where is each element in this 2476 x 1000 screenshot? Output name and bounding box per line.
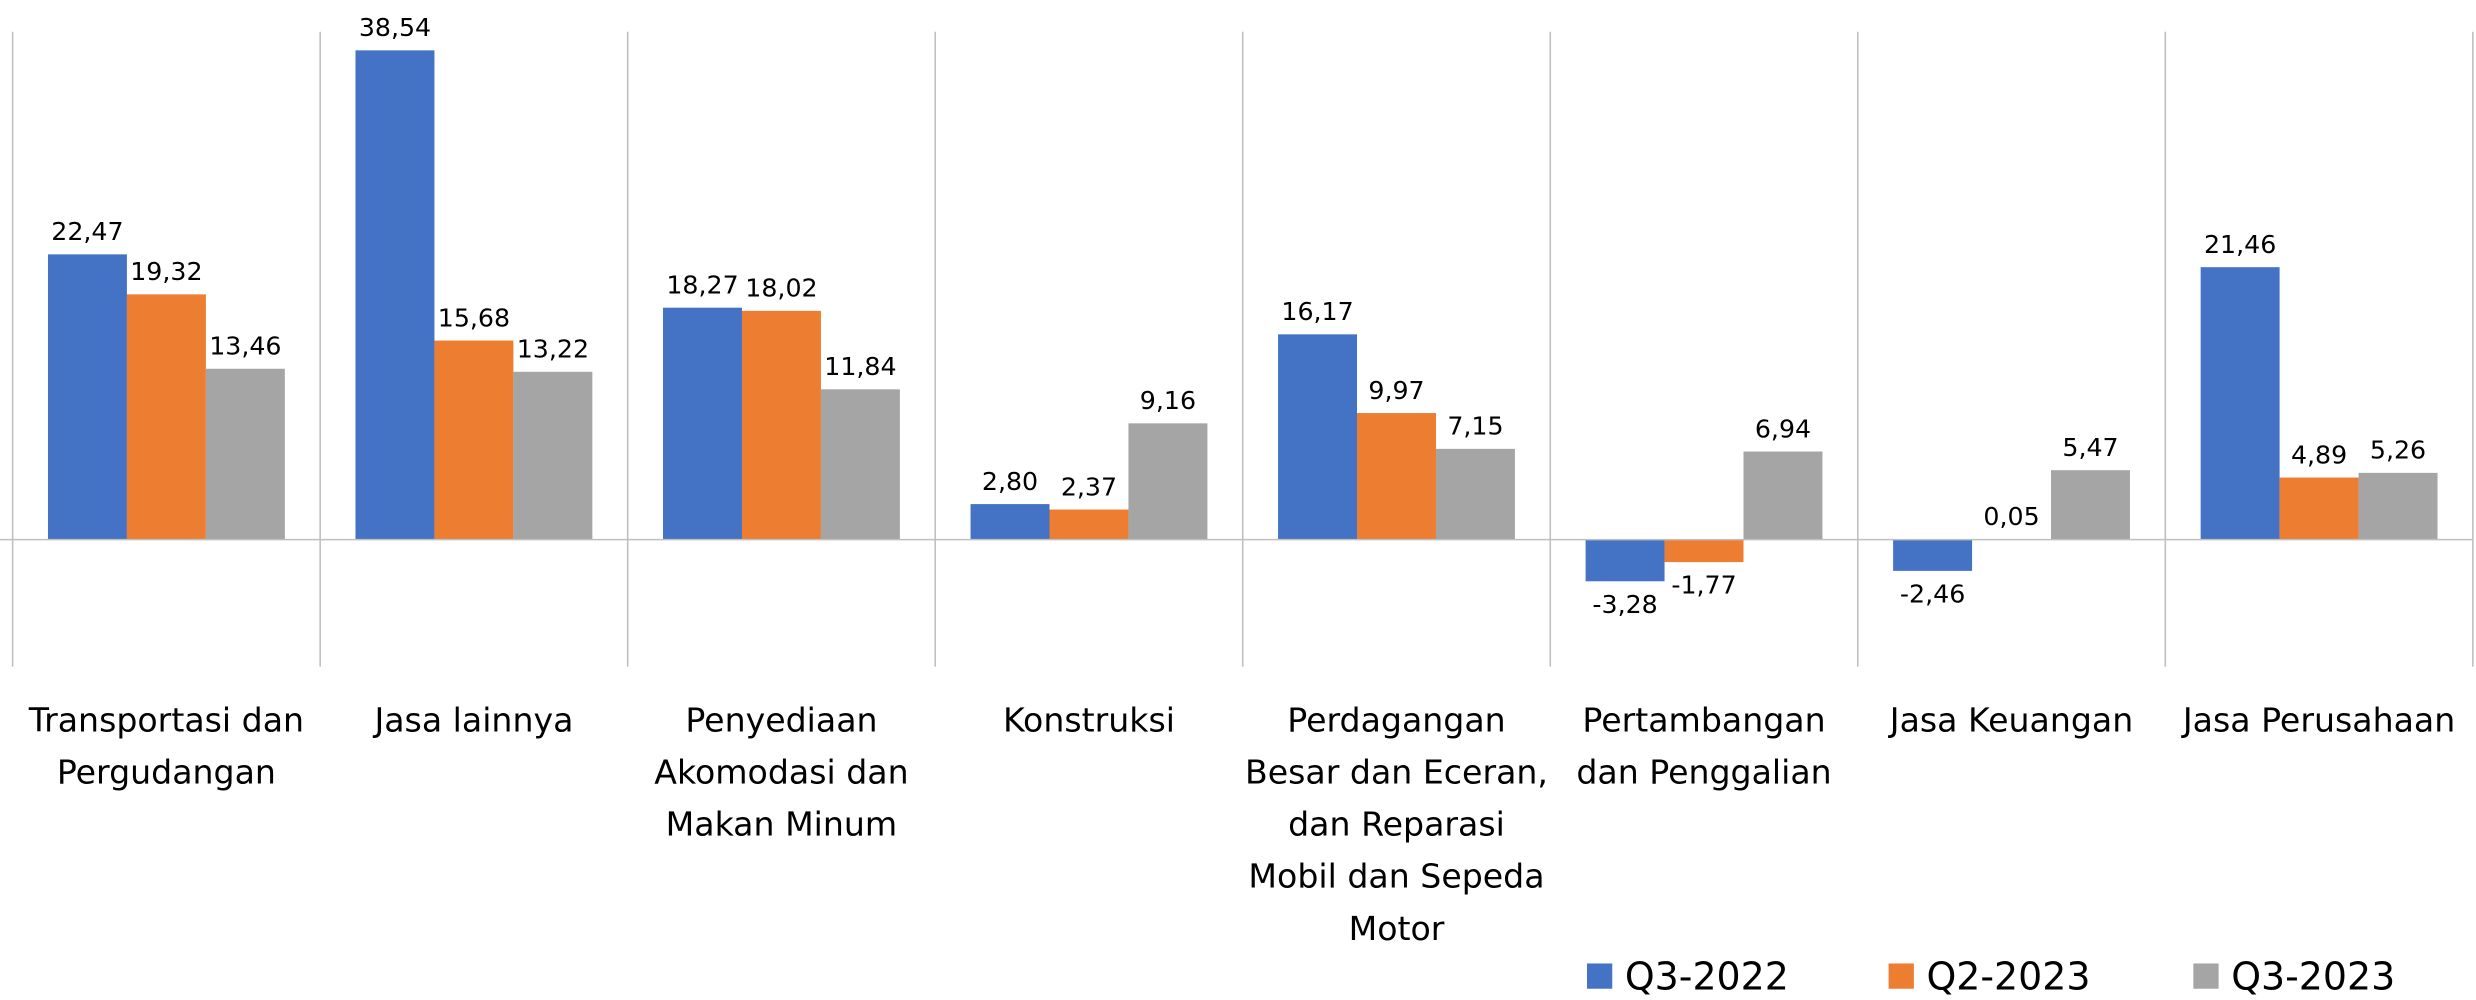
bar (2200, 267, 2280, 540)
value-label: 9,16 (1140, 386, 1196, 415)
legend-swatch (1888, 963, 1914, 989)
bar (47, 254, 127, 540)
bar (205, 368, 285, 540)
value-label: 15,68 (438, 303, 510, 332)
bar (1049, 509, 1129, 540)
bar (1435, 448, 1515, 540)
value-label: 13,46 (209, 332, 281, 361)
x-label-box: Jasa Keuangan (1889, 701, 2134, 740)
x-tick-label: Transportasi dan Pergudangan (28, 701, 305, 792)
value-label: 22,47 (51, 217, 123, 246)
value-label: 5,47 (2062, 433, 2118, 462)
bar (820, 389, 900, 540)
x-label-box: Jasa lainnya (374, 701, 574, 740)
value-label: 21,46 (2204, 230, 2276, 259)
value-label: 18,02 (745, 274, 817, 303)
x-label-box: Perdagangan Besar dan Eceran, dan Repara… (1245, 701, 1548, 948)
value-label: -1,77 (1671, 571, 1736, 600)
value-label: 38,54 (359, 13, 431, 42)
bar (1664, 539, 1744, 563)
x-tick-label: Penyediaan Akomodasi dan Makan Minum (654, 701, 909, 844)
x-tick-label: Jasa lainnya (374, 701, 574, 740)
legend-label: Q3-2023 (2231, 955, 2395, 999)
x-label-box: Pertambangan dan Penggalian (1576, 701, 1832, 792)
bar (513, 371, 593, 540)
value-label: 2,37 (1061, 472, 1117, 501)
value-label: 2,80 (982, 467, 1038, 496)
x-tick-label: Jasa Keuangan (1889, 701, 2134, 740)
x-label-box: Penyediaan Akomodasi dan Makan Minum (654, 701, 909, 844)
bar (1585, 539, 1665, 582)
x-tick-label: Konstruksi (1002, 701, 1175, 740)
value-label: -2,46 (1900, 579, 1965, 608)
bar (741, 310, 821, 540)
value-label: 19,32 (130, 257, 202, 286)
bar (2279, 477, 2359, 540)
value-label: 5,26 (2370, 436, 2426, 465)
legend-swatch (2193, 963, 2219, 989)
value-label: 13,22 (517, 335, 589, 364)
legend-swatch (1586, 963, 1613, 989)
value-label: 18,27 (666, 270, 738, 299)
bar (1278, 334, 1358, 540)
value-label: 6,94 (1755, 414, 1811, 443)
bar (970, 504, 1050, 540)
value-label: 7,15 (1447, 412, 1503, 441)
value-label: 9,97 (1368, 376, 1424, 405)
bar (1357, 413, 1436, 540)
value-label: 0,05 (1983, 502, 2039, 531)
bar (355, 50, 435, 540)
bar (126, 294, 206, 540)
legend-label: Q2-2023 (1926, 955, 2090, 999)
legend-label: Q3-2022 (1625, 955, 1789, 999)
value-label: 11,84 (824, 352, 896, 381)
bar (2051, 470, 2130, 540)
bar (1128, 423, 1208, 540)
bar (1743, 451, 1823, 540)
x-label-box: Jasa Perusahaan (2182, 701, 2456, 740)
x-tick-label: Perdagangan Besar dan Eceran, dan Repara… (1245, 701, 1548, 948)
bar (1893, 539, 1973, 571)
bar (2358, 472, 2438, 540)
bar (663, 307, 742, 540)
value-label: 4,89 (2291, 440, 2347, 469)
value-label: -3,28 (1592, 590, 1657, 619)
x-label-box: Konstruksi (1002, 701, 1175, 740)
x-label-box: Transportasi dan Pergudangan (28, 701, 305, 792)
x-tick-label: Jasa Perusahaan (2182, 701, 2456, 740)
value-label: 16,17 (1281, 297, 1353, 326)
x-tick-label: Pertambangan dan Penggalian (1576, 701, 1832, 792)
bar (434, 340, 514, 540)
